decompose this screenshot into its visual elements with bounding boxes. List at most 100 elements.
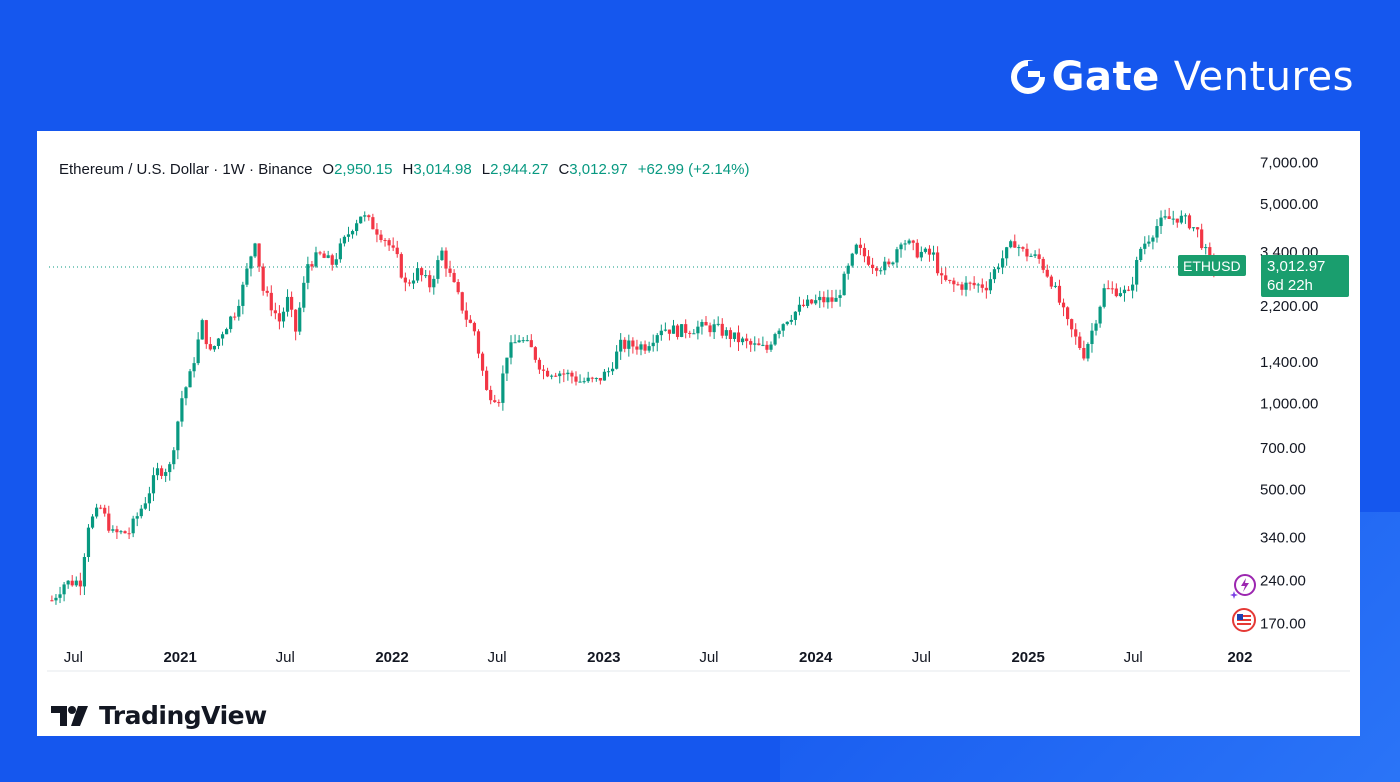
candle-body	[688, 332, 692, 334]
candle-body	[1033, 254, 1037, 256]
candle-body	[383, 240, 387, 242]
candle-body	[1061, 302, 1066, 308]
candle-body	[330, 255, 334, 265]
candle-body	[789, 319, 793, 322]
us-flag-icon[interactable]	[1228, 605, 1258, 635]
candle-body	[342, 236, 347, 244]
candle-body	[1106, 288, 1110, 290]
price-chart[interactable]: 7,000.005,000.003,400.002,200.001,400.00…	[37, 131, 1360, 736]
candle-body	[773, 334, 777, 345]
candle-body	[850, 253, 854, 266]
candle-body	[541, 369, 546, 371]
candle-body	[907, 240, 911, 244]
candle-body	[277, 313, 282, 322]
candle-body	[826, 297, 830, 303]
x-tick-label: Jul	[64, 649, 83, 666]
candle-body	[1143, 243, 1147, 249]
candle-body	[310, 264, 314, 267]
candle-body	[420, 268, 424, 276]
candle-body	[90, 516, 95, 528]
candle-body	[1122, 289, 1127, 294]
candle-body	[903, 243, 907, 245]
candle-body	[1163, 216, 1167, 218]
symbol-price-tag: ETHUSD	[1178, 255, 1246, 276]
candle-body	[387, 240, 391, 246]
candle-body	[1155, 226, 1159, 238]
candle-body	[1110, 288, 1114, 290]
candle-body	[164, 472, 168, 476]
candle-body	[854, 244, 858, 254]
candle-body	[992, 269, 997, 280]
candle-body	[127, 533, 131, 535]
gate-ventures-logo: Gate Ventures	[1010, 54, 1354, 100]
candle-body	[899, 244, 903, 250]
candle-body	[399, 254, 403, 278]
legend-close-value: 3,012.97	[569, 161, 628, 178]
candle-body	[86, 527, 91, 558]
candle-body	[1175, 218, 1179, 223]
candle-body	[237, 305, 241, 317]
last-price-tag: 3,012.97 6d 22h	[1261, 255, 1349, 297]
candle-body	[103, 507, 107, 514]
candle-body	[923, 248, 927, 252]
x-tick-label: 202	[1227, 649, 1252, 666]
candle-body	[1094, 323, 1098, 331]
candle-body	[229, 316, 233, 330]
candle-body	[367, 215, 371, 218]
y-tick-label: 5,000.00	[1260, 196, 1318, 213]
candle-body	[501, 373, 505, 403]
x-tick-label: 2023	[587, 649, 620, 666]
candle-body	[574, 376, 578, 382]
candle-body	[411, 280, 416, 284]
candle-body	[659, 330, 663, 336]
candle-body	[801, 304, 806, 306]
candle-body	[1098, 306, 1102, 324]
legend-open-value: 2,950.15	[334, 161, 393, 178]
y-tick-label: 700.00	[1260, 440, 1306, 457]
candle-body	[196, 339, 200, 364]
candle-body	[635, 346, 639, 350]
x-tick-label: Jul	[276, 649, 295, 666]
candle-body	[1167, 216, 1171, 219]
candle-body	[846, 265, 850, 274]
candle-body	[94, 507, 99, 517]
candle-body	[980, 284, 984, 288]
candle-body	[184, 387, 188, 399]
candle-body	[1171, 218, 1175, 220]
candle-body	[692, 333, 696, 335]
candle-body	[285, 296, 290, 312]
candle-body	[111, 529, 115, 531]
candle-body	[919, 251, 923, 258]
candle-body	[159, 468, 164, 476]
candle-body	[1017, 247, 1021, 249]
candle-body	[887, 261, 891, 265]
candle-body	[1159, 217, 1163, 227]
candle-body	[489, 389, 493, 401]
candle-body	[814, 300, 818, 304]
candle-body	[700, 321, 704, 327]
candle-body	[623, 339, 627, 349]
candle-body	[891, 262, 895, 265]
candle-body	[172, 450, 176, 465]
candle-body	[578, 381, 582, 383]
candle-body	[66, 580, 70, 585]
candle-body	[485, 370, 489, 390]
gate-g-icon	[1010, 60, 1046, 94]
candle-body	[1074, 329, 1078, 337]
candle-body	[78, 580, 82, 587]
candle-body	[935, 252, 940, 274]
candle-body	[870, 264, 875, 269]
candle-body	[785, 321, 789, 325]
candle-body	[525, 340, 529, 342]
candle-body	[290, 296, 294, 310]
candle-body	[781, 324, 785, 331]
candle-body	[915, 242, 919, 258]
candle-body	[497, 402, 501, 404]
candle-body	[493, 400, 497, 403]
candle-body	[298, 307, 302, 332]
chart-card: 7,000.00 5,000.00 3,400.00 2,200.00 1,400.00…	[37, 131, 1360, 736]
candle-body	[281, 311, 286, 322]
candle-body	[1045, 269, 1049, 277]
lightning-sparkle-icon[interactable]	[1228, 571, 1258, 601]
candle-body	[704, 321, 708, 326]
